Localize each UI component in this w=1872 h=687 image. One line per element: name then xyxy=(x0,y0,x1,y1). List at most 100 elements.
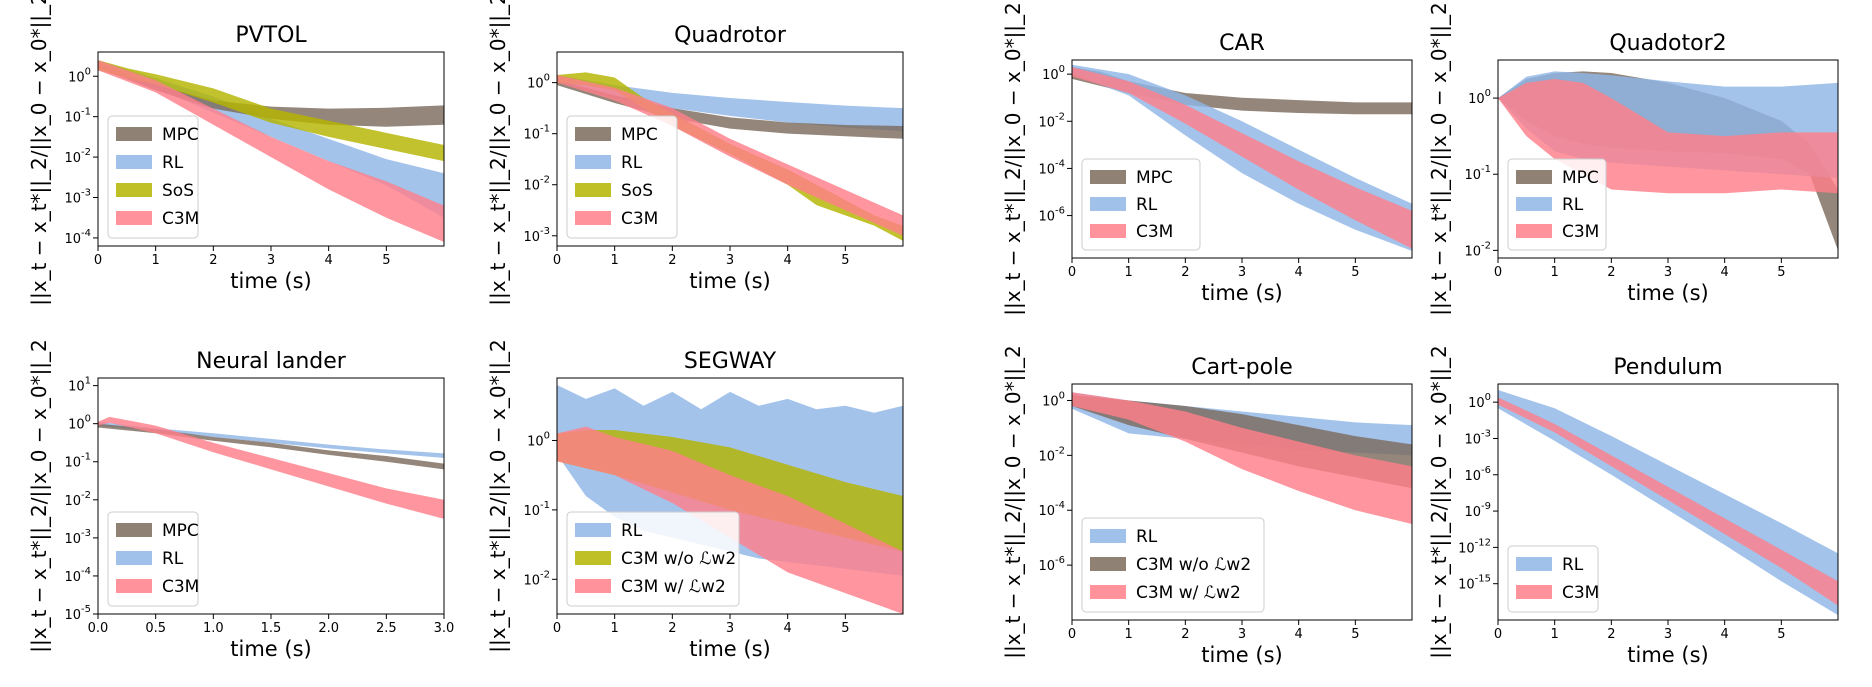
legend-swatch xyxy=(116,183,152,197)
legend-label: C3M xyxy=(162,209,199,229)
legend: MPC RL C3M xyxy=(1081,158,1201,251)
legend-label: MPC xyxy=(162,125,199,145)
legend-box xyxy=(566,115,678,239)
series-area-c3m xyxy=(557,74,903,236)
legend-label: RL xyxy=(1562,555,1584,575)
chart-title: SEGWAY xyxy=(684,349,777,374)
series-group xyxy=(98,60,444,242)
y-tick-label: 101 xyxy=(68,376,91,395)
x-axis-label: time (s) xyxy=(1201,643,1282,667)
y-tick-label: 10-3 xyxy=(523,226,550,245)
legend-swatch xyxy=(1090,557,1126,571)
series-group xyxy=(1498,390,1838,616)
y-tick-label: 100 xyxy=(1468,392,1491,411)
legend-swatch xyxy=(116,523,152,537)
y-tick-label: 10-9 xyxy=(1464,501,1491,520)
x-tick-label: 0.0 xyxy=(88,621,109,636)
y-tick-label: 100 xyxy=(68,414,91,433)
legend-label: MPC xyxy=(162,521,199,541)
legend-swatch xyxy=(116,579,152,593)
legend-label: RL xyxy=(162,153,184,173)
legend-swatch xyxy=(575,127,611,141)
legend-label: C3M w/ ℒw2 xyxy=(621,577,726,597)
chart-title: CAR xyxy=(1219,31,1265,56)
y-tick-label: 10-6 xyxy=(1038,555,1065,574)
legend-label: RL xyxy=(1562,195,1584,215)
y-tick-label: 10-4 xyxy=(1038,500,1065,519)
legend: RL C3M xyxy=(1507,545,1599,613)
chart-panel-cart-pole: 0 1 2 3 4 5 100 10-2 10-4 10-6 Cart-pole time (s) ||… xyxy=(1001,345,1413,667)
legend: MPC RL C3M xyxy=(1507,158,1607,251)
x-tick-label: 4 xyxy=(784,253,792,268)
y-tick-label: 10-2 xyxy=(1038,111,1065,130)
legend-swatch xyxy=(1090,170,1126,184)
legend-label: C3M xyxy=(621,209,658,229)
legend-swatch xyxy=(1090,585,1126,599)
x-tick-label: 2.0 xyxy=(318,621,339,636)
x-tick-label: 5 xyxy=(841,621,849,636)
legend-label: C3M xyxy=(1136,222,1173,242)
legend-swatch xyxy=(1516,224,1552,238)
legend-label: RL xyxy=(162,549,184,569)
y-tick-label: 10-1 xyxy=(64,107,91,126)
legend-swatch xyxy=(1516,170,1552,184)
legend: RL C3M w/o ℒw2 C3M w/ ℒw2 xyxy=(1081,517,1265,613)
x-tick-label: 4 xyxy=(784,621,792,636)
legend-label: MPC xyxy=(1136,168,1173,188)
x-tick-label: 2.5 xyxy=(376,621,397,636)
legend-label: SoS xyxy=(162,181,194,201)
y-axis-label: ||x_t − x_t*||_2/||x_0 − x_0*||_2 xyxy=(1427,345,1451,659)
y-tick-label: 10-4 xyxy=(1038,158,1065,177)
y-tick-label: 10-2 xyxy=(64,147,91,166)
legend-label: SoS xyxy=(621,181,653,201)
y-tick-label: 100 xyxy=(1042,64,1065,83)
legend-label: RL xyxy=(621,521,643,541)
legend-swatch xyxy=(575,551,611,565)
x-tick-label: 1 xyxy=(611,621,619,636)
y-tick-label: 10-2 xyxy=(1038,445,1065,464)
chart-panel-segway: 0 1 2 3 4 5 100 10-1 10-2 SEGWAY time (s) ||x_t − x… xyxy=(486,339,904,661)
x-tick-label: 0 xyxy=(553,253,561,268)
x-tick-label: 0 xyxy=(1494,265,1502,280)
x-tick-label: 2 xyxy=(1181,627,1189,642)
series-area-mpc xyxy=(1072,67,1412,115)
chart-title: Quadotor2 xyxy=(1609,31,1726,56)
legend-label: C3M w/ ℒw2 xyxy=(1136,583,1241,603)
chart-title: PVTOL xyxy=(235,23,307,48)
legend-box xyxy=(107,115,199,239)
y-tick-label: 100 xyxy=(527,73,550,92)
legend-swatch xyxy=(1516,585,1552,599)
y-tick-label: 10-2 xyxy=(1464,240,1491,259)
x-tick-label: 1.5 xyxy=(261,621,282,636)
series-area-mpc xyxy=(98,64,444,127)
y-axis-label: ||x_t − x_t*||_2/||x_0 − x_0*||_2 xyxy=(1001,345,1025,659)
series-group xyxy=(557,72,903,241)
series-area-c3m xyxy=(98,416,444,519)
legend-swatch xyxy=(116,211,152,225)
x-tick-label: 2 xyxy=(1181,265,1189,280)
y-tick-label: 10-3 xyxy=(64,528,91,547)
y-axis-label: ||x_t − x_t*||_2/||x_0 − x_0*||_2 xyxy=(27,0,51,306)
series-area-c3m xyxy=(1498,397,1838,606)
legend-swatch xyxy=(1516,197,1552,211)
x-tick-label: 4 xyxy=(1295,627,1303,642)
x-axis-label: time (s) xyxy=(689,269,770,293)
x-tick-label: 5 xyxy=(841,253,849,268)
chart-panel-quadotor2: 0 1 2 3 4 5 100 10-1 10-2 Quadotor2 time (s) ||x_t … xyxy=(1427,2,1839,316)
x-tick-label: 3 xyxy=(267,253,275,268)
x-tick-label: 3.0 xyxy=(434,621,455,636)
legend-label: RL xyxy=(1136,195,1158,215)
x-axis-label: time (s) xyxy=(689,637,770,661)
legend-swatch xyxy=(575,211,611,225)
legend-swatch xyxy=(1090,529,1126,543)
legend-label: MPC xyxy=(1562,168,1599,188)
x-tick-label: 3 xyxy=(1238,627,1246,642)
legend-swatch xyxy=(575,523,611,537)
x-tick-label: 4 xyxy=(1295,265,1303,280)
series-area-c3m xyxy=(98,60,444,242)
chart-title: Cart-pole xyxy=(1191,355,1293,380)
chart-title: Neural lander xyxy=(196,349,347,374)
y-tick-label: 100 xyxy=(68,66,91,85)
x-tick-label: 1 xyxy=(1551,627,1559,642)
series-area-rl xyxy=(557,74,903,132)
